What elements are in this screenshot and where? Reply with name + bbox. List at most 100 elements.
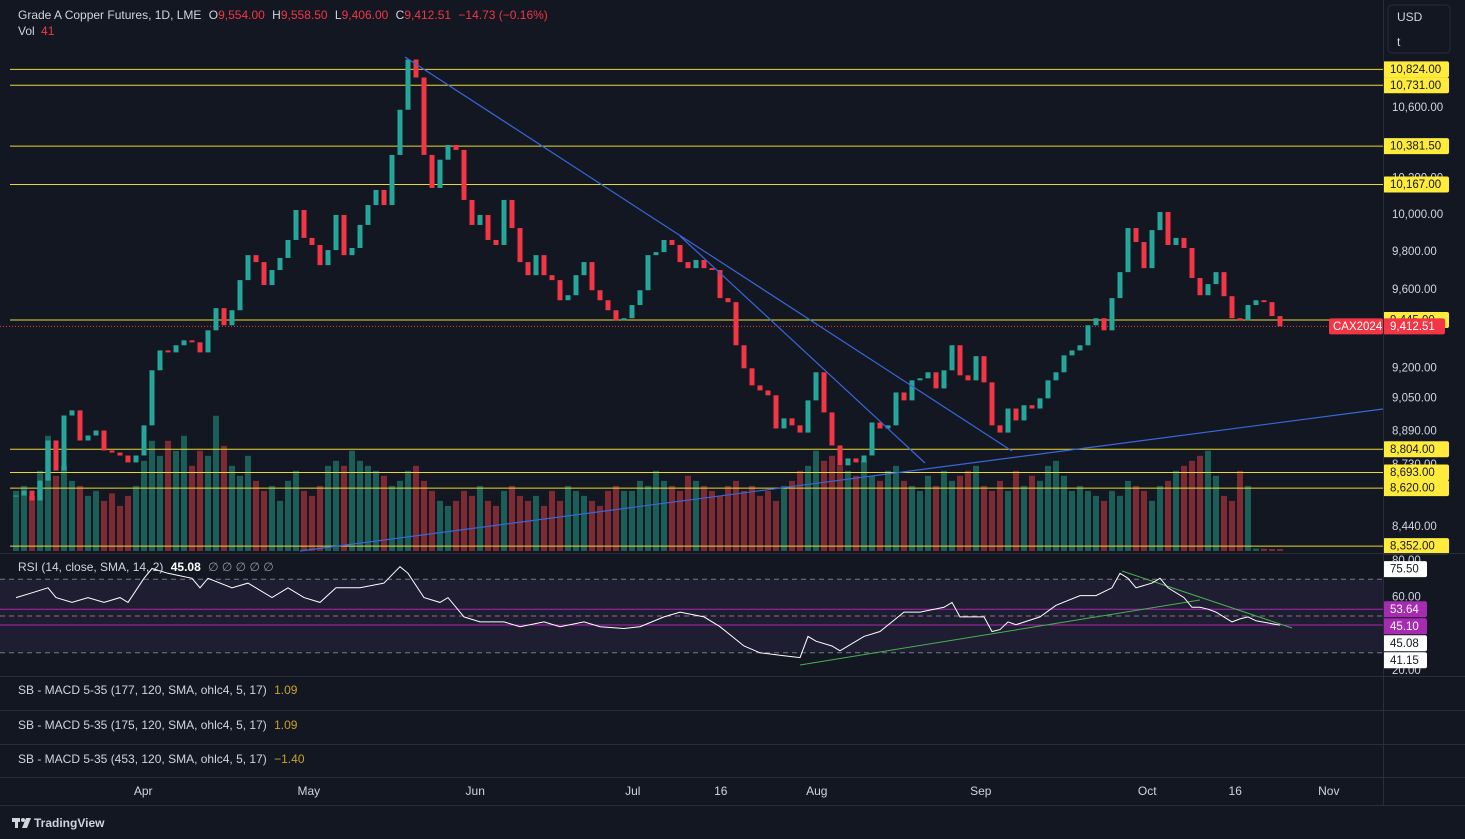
volume-bar <box>981 485 987 551</box>
candle <box>1165 212 1171 246</box>
candle <box>597 290 603 301</box>
candle <box>197 342 203 353</box>
volume-bar <box>461 490 467 551</box>
volume-bar <box>765 490 771 551</box>
x-tick-label: Aug <box>806 784 827 798</box>
rsi-marker-label: 53.64 <box>1390 604 1419 616</box>
volume-layer <box>13 415 1283 551</box>
volume-bar <box>141 460 147 551</box>
rsi-title: RSI (14, close, SMA, 14, 2) <box>18 560 163 574</box>
y-tick-label: 9,800.00 <box>1392 246 1437 258</box>
volume-bar <box>1133 485 1139 551</box>
volume-bar <box>405 470 411 551</box>
volume-bar <box>197 450 203 551</box>
x-tick-label: Jul <box>625 784 640 798</box>
volume-bar <box>877 480 883 551</box>
volume-bar <box>725 485 731 551</box>
rsi-marker-label: 45.08 <box>1390 638 1419 650</box>
volume-bar <box>781 485 787 551</box>
candle <box>1045 380 1051 399</box>
rsi-legend: RSI (14, close, SMA, 14, 2) 45.08 ∅ ∅ ∅ … <box>18 560 274 574</box>
candle <box>573 275 579 296</box>
candle <box>173 345 179 353</box>
candle <box>357 224 363 248</box>
candle <box>501 199 507 246</box>
candle <box>853 458 859 463</box>
candle <box>61 415 67 471</box>
volume-bar <box>1045 465 1051 551</box>
candle <box>1117 272 1123 299</box>
candle <box>629 305 635 319</box>
candle <box>261 262 267 286</box>
candle <box>709 268 715 271</box>
candle <box>733 302 739 346</box>
candle <box>285 239 291 258</box>
logo <box>12 818 31 828</box>
candle <box>1037 398 1043 409</box>
candle <box>605 300 611 311</box>
indicator-value: 1.09 <box>274 683 298 697</box>
logo-part <box>22 818 31 828</box>
last-price-box <box>1383 318 1445 335</box>
candle <box>69 410 75 416</box>
y-tick-label: 9,050.00 <box>1392 393 1437 405</box>
candle <box>845 458 851 466</box>
candle <box>1061 355 1067 373</box>
candle <box>917 378 923 381</box>
candle <box>277 257 283 271</box>
candle <box>973 356 979 381</box>
volume-bar <box>261 490 267 551</box>
rsi-line <box>15 566 1281 659</box>
volume-bar <box>429 490 435 551</box>
rsi-background <box>0 578 1383 654</box>
candle <box>269 270 275 286</box>
volume-bar <box>13 490 19 551</box>
candle <box>1085 325 1091 346</box>
legend: Grade A Copper Futures, 1D, LME O9,554.0… <box>18 8 548 22</box>
candle <box>1133 228 1139 243</box>
indicator-value: 1.09 <box>274 718 298 732</box>
level-label-box <box>1383 176 1449 193</box>
y-tick-label: 10,600.00 <box>1392 102 1443 114</box>
volume-bar <box>189 465 195 551</box>
candle <box>509 199 515 229</box>
candle <box>1189 247 1195 279</box>
x-tick-label: Oct <box>1138 784 1157 798</box>
candle <box>669 239 675 246</box>
volume-bar <box>1245 485 1251 551</box>
volume-bar <box>1005 490 1011 551</box>
volume-bar <box>1093 495 1099 551</box>
volume-bar <box>253 480 259 551</box>
indicator-title: SB - MACD 5-35 (175, 120, SMA, ohlc4, 5,… <box>18 718 267 732</box>
volume-bar <box>157 455 163 551</box>
volume-bar <box>965 470 971 551</box>
candle <box>189 340 195 343</box>
volume-bar <box>373 470 379 551</box>
level-label-box <box>1383 480 1449 497</box>
indicator-value: −1.40 <box>274 752 305 766</box>
volume-bar <box>349 450 355 551</box>
volume-bar <box>573 490 579 551</box>
volume-bar <box>1053 460 1059 551</box>
volume-bar <box>869 475 875 551</box>
volume-bar <box>477 485 483 551</box>
candle <box>237 280 243 311</box>
indicator-row: SB - MACD 5-35 (175, 120, SMA, ohlc4, 5,… <box>18 718 298 732</box>
candle <box>93 430 99 436</box>
rsi-marker-box <box>1383 652 1427 669</box>
currency-box[interactable] <box>1387 4 1451 54</box>
volume-bar <box>813 450 819 551</box>
candle <box>157 350 163 371</box>
candle <box>477 214 483 225</box>
volume-bar <box>29 495 35 551</box>
candle <box>517 228 523 263</box>
candle <box>1029 405 1035 409</box>
volume-bar <box>1221 495 1227 551</box>
candle <box>45 440 51 481</box>
levels-layer <box>0 68 1383 547</box>
volume-bar <box>653 470 659 551</box>
volume-bar <box>949 480 955 551</box>
candle <box>949 345 955 371</box>
volume-bar <box>77 485 83 551</box>
